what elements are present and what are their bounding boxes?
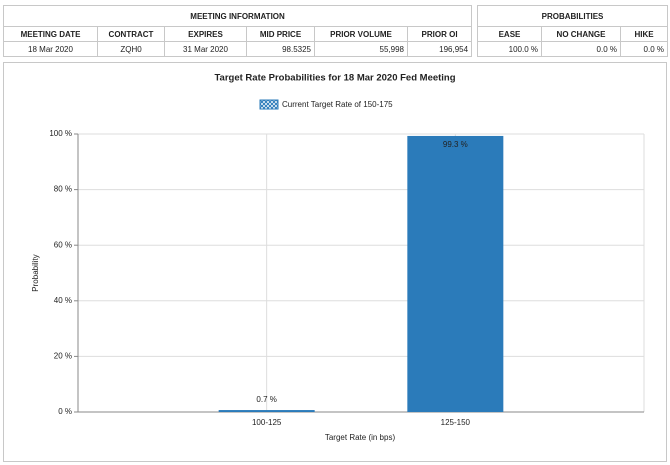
x-axis-label: Target Rate (in bps) <box>325 433 396 442</box>
y-tick-label: 100 % <box>49 129 72 138</box>
value-label: 99.3 % <box>443 140 468 149</box>
column-header: EASE <box>477 26 542 42</box>
table-cell: 196,954 <box>406 41 473 57</box>
chart-panel <box>3 62 667 462</box>
y-tick-label: 40 % <box>54 296 72 305</box>
chart-title: Target Rate Probabilities for 18 Mar 202… <box>214 73 455 84</box>
column-header: NO CHANGE <box>541 26 621 42</box>
bar <box>407 135 504 413</box>
y-tick-label: 20 % <box>54 352 72 361</box>
legend-label: Current Target Rate of 150-175 <box>282 100 393 109</box>
probabilities-table: PROBABILITIES EASE NO CHANGE HIKE 100.0 % 0.… <box>476 5 669 57</box>
table-cell: 55,998 <box>314 41 408 57</box>
legend-swatch <box>259 99 279 110</box>
x-tick-label: 125-150 <box>441 418 471 427</box>
bar <box>218 410 315 412</box>
column-header: MID PRICE <box>246 26 315 42</box>
y-tick-label: 0 % <box>58 407 72 416</box>
table-title: PROBABILITIES <box>476 5 669 27</box>
value-label: 0.7 % <box>256 395 276 404</box>
column-header: MEETING DATE <box>3 26 98 42</box>
x-tick-label: 100-125 <box>252 418 282 427</box>
table-cell: 0.0 % <box>619 41 669 57</box>
meeting-table: MEETING INFORMATION MEETING DATE CONTRACT… <box>2 5 473 57</box>
y-tick-label: 80 % <box>54 185 72 194</box>
table-cell: 0.0 % <box>541 41 621 57</box>
table-title: MEETING INFORMATION <box>2 5 473 27</box>
y-axis-label: Probability <box>31 254 40 291</box>
y-tick-label: 60 % <box>54 240 72 249</box>
column-header: PRIOR VOLUME <box>314 26 408 42</box>
